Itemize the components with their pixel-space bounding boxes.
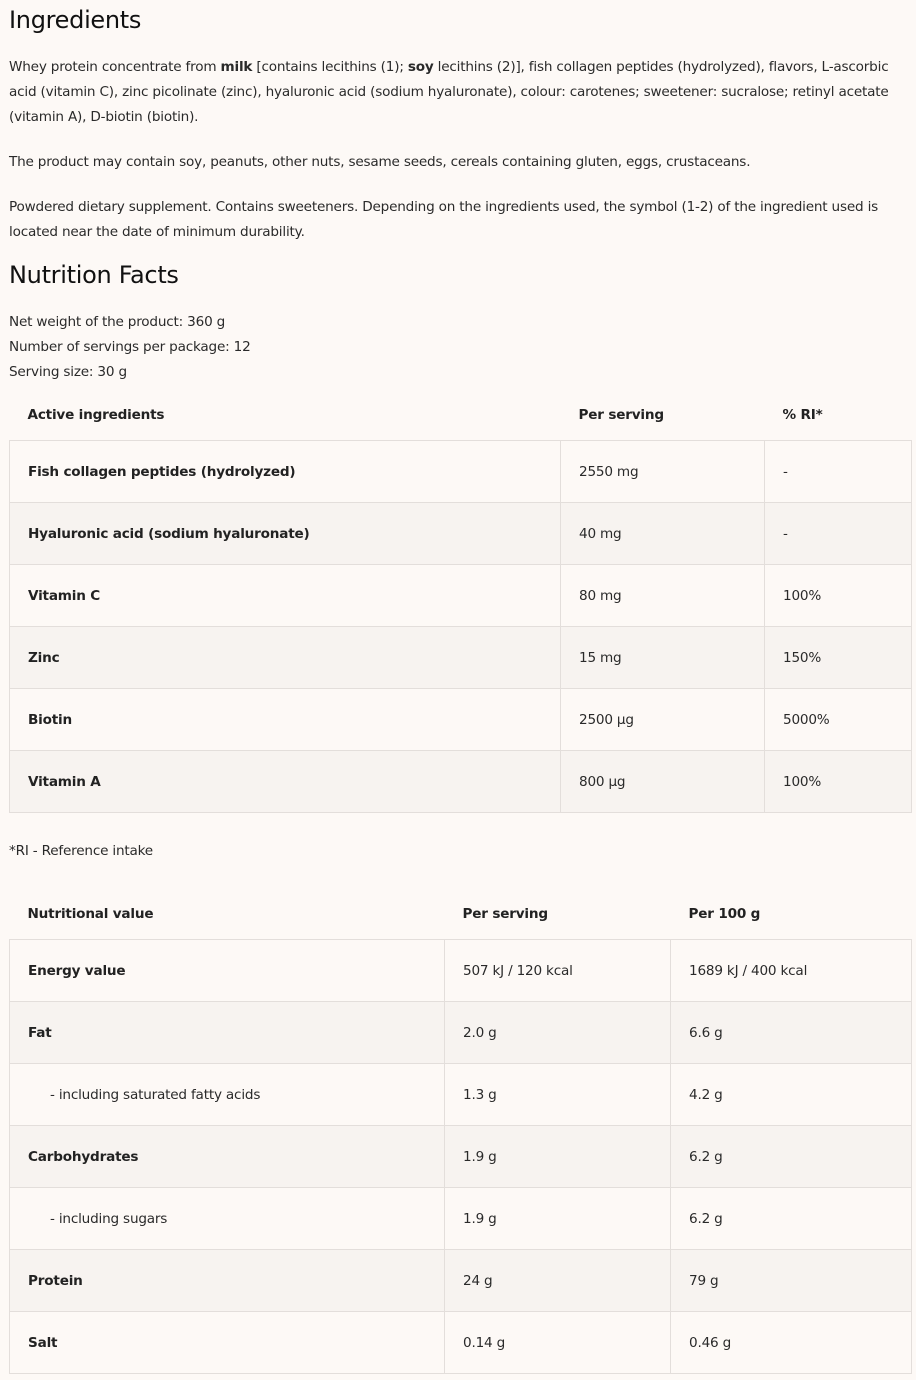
nutrition-heading: Nutrition Facts bbox=[9, 261, 179, 289]
per-100g-value: 1689 kJ / 400 kcal bbox=[670, 939, 912, 1002]
table-row: Carbohydrates 1.9 g 6.2 g bbox=[9, 1125, 912, 1188]
supplement-note: Powdered dietary supplement. Contains sw… bbox=[9, 199, 879, 240]
nutrient-name: Energy value bbox=[9, 939, 445, 1002]
per-serving-value: 1.9 g bbox=[444, 1187, 671, 1250]
nutrient-name: Zinc bbox=[9, 626, 561, 689]
per-serving-value: 1.3 g bbox=[444, 1063, 671, 1126]
table-row: Protein 24 g 79 g bbox=[9, 1249, 912, 1312]
per-100g-value: 6.2 g bbox=[670, 1187, 912, 1250]
per-serving-value: 2500 µg bbox=[560, 688, 765, 751]
header-active-ingredients: Active ingredients bbox=[27, 406, 165, 423]
per-serving-value: 15 mg bbox=[560, 626, 765, 689]
ingredients-text: [contains lecithins (1); bbox=[252, 59, 408, 75]
table-row: - including saturated fatty acids 1.3 g 4.… bbox=[9, 1063, 912, 1126]
allergen-highlight: milk bbox=[220, 59, 253, 75]
allergen-note: The product may contain soy, peanuts, ot… bbox=[9, 154, 751, 170]
nutrient-name: Protein bbox=[9, 1249, 445, 1312]
active-ingredients-table: Active ingredients Per serving % RI* Fis… bbox=[9, 389, 912, 813]
nutrient-name: Vitamin A bbox=[9, 750, 561, 813]
ingredients-heading: Ingredients bbox=[9, 6, 142, 34]
ingredients-text: lecithins (2)], fish collagen peptides (… bbox=[9, 59, 889, 125]
nutritional-value-table: Nutritional value Per serving Per 100 g … bbox=[9, 888, 912, 1374]
table-row: Salt 0.14 g 0.46 g bbox=[9, 1311, 912, 1374]
table-row: Vitamin C 80 mg 100% bbox=[9, 564, 912, 627]
net-weight: Net weight of the product: 360 g bbox=[9, 314, 226, 330]
per-100g-value: 4.2 g bbox=[670, 1063, 912, 1126]
package-info: Net weight of the product: 360 g Number … bbox=[9, 310, 251, 385]
ri-value: 100% bbox=[764, 564, 912, 627]
per-serving-value: 40 mg bbox=[560, 502, 765, 565]
header-per-100g: Per 100 g bbox=[688, 905, 761, 922]
header-per-serving: Per serving bbox=[462, 905, 549, 922]
table-row: Hyaluronic acid (sodium hyaluronate) 40 m… bbox=[9, 502, 912, 565]
ri-value: 5000% bbox=[764, 688, 912, 751]
nutrient-name: - including saturated fatty acids bbox=[9, 1063, 445, 1126]
per-100g-value: 6.6 g bbox=[670, 1001, 912, 1064]
header-ri: % RI* bbox=[782, 406, 823, 423]
ri-footnote: *RI - Reference intake bbox=[9, 843, 153, 859]
ri-value: - bbox=[764, 502, 912, 565]
nutrient-name: Carbohydrates bbox=[9, 1125, 445, 1188]
ri-value: - bbox=[764, 440, 912, 503]
table-row: Fish collagen peptides (hydrolyzed) 2550 … bbox=[9, 440, 912, 503]
per-serving-value: 1.9 g bbox=[444, 1125, 671, 1188]
table-row: Energy value 507 kJ / 120 kcal 1689 kJ / 4… bbox=[9, 939, 912, 1002]
ingredients-list: Whey protein concentrate from milk [cont… bbox=[9, 55, 909, 130]
table-row: - including sugars 1.9 g 6.2 g bbox=[9, 1187, 912, 1250]
per-serving-value: 2.0 g bbox=[444, 1001, 671, 1064]
per-100g-value: 6.2 g bbox=[670, 1125, 912, 1188]
ri-value: 150% bbox=[764, 626, 912, 689]
per-serving-value: 800 µg bbox=[560, 750, 765, 813]
per-100g-value: 79 g bbox=[670, 1249, 912, 1312]
header-per-serving: Per serving bbox=[578, 406, 665, 423]
servings-count: Number of servings per package: 12 bbox=[9, 339, 251, 355]
per-serving-value: 0.14 g bbox=[444, 1311, 671, 1374]
allergen-highlight: soy bbox=[407, 59, 434, 75]
nutrient-name: Biotin bbox=[9, 688, 561, 751]
per-serving-value: 2550 mg bbox=[560, 440, 765, 503]
nutrient-name: Vitamin C bbox=[9, 564, 561, 627]
per-serving-value: 24 g bbox=[444, 1249, 671, 1312]
header-nutritional-value: Nutritional value bbox=[27, 905, 154, 922]
nutrient-name: Fish collagen peptides (hydrolyzed) bbox=[9, 440, 561, 503]
table-row: Zinc 15 mg 150% bbox=[9, 626, 912, 689]
nutrient-name: - including sugars bbox=[9, 1187, 445, 1250]
per-100g-value: 0.46 g bbox=[670, 1311, 912, 1374]
table-row: Fat 2.0 g 6.6 g bbox=[9, 1001, 912, 1064]
ri-value: 100% bbox=[764, 750, 912, 813]
table-row: Biotin 2500 µg 5000% bbox=[9, 688, 912, 751]
serving-size: Serving size: 30 g bbox=[9, 364, 127, 380]
per-serving-value: 80 mg bbox=[560, 564, 765, 627]
nutrient-name: Fat bbox=[9, 1001, 445, 1064]
per-serving-value: 507 kJ / 120 kcal bbox=[444, 939, 671, 1002]
nutrient-name: Salt bbox=[9, 1311, 445, 1374]
table-row: Vitamin A 800 µg 100% bbox=[9, 750, 912, 813]
nutrient-name: Hyaluronic acid (sodium hyaluronate) bbox=[9, 502, 561, 565]
ingredients-text: Whey protein concentrate from bbox=[9, 59, 221, 75]
